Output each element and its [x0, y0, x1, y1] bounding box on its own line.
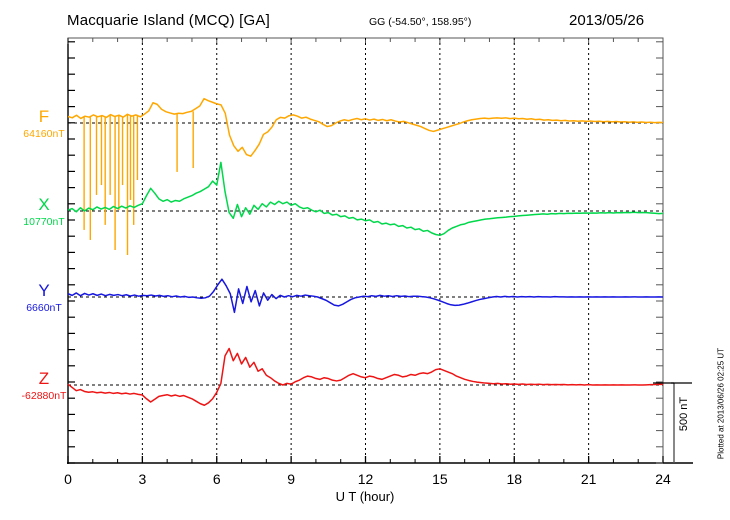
observation-date: 2013/05/26 [569, 12, 645, 29]
component-baseline-f: 64160nT [23, 128, 65, 140]
x-tick-label: 0 [64, 471, 72, 487]
scale-bar-label: 500 nT [678, 396, 690, 432]
x-axis-title: U T (hour) [335, 489, 395, 504]
trace-f [67, 97, 664, 157]
component-letter-x: X [38, 195, 50, 214]
x-tick-label: 3 [138, 471, 147, 487]
component-letter-y: Y [38, 281, 50, 300]
grid-lines [141, 38, 590, 463]
x-tick-label: 15 [432, 471, 448, 487]
x-tick-label: 9 [287, 471, 296, 487]
component-baseline-z: -62880nT [21, 390, 67, 402]
trace-y [67, 278, 664, 314]
x-tick-label: 18 [506, 471, 523, 487]
component-baseline-y: 6660nT [26, 302, 62, 314]
x-tick-label: 12 [357, 471, 374, 487]
x-tick-label: 21 [580, 471, 597, 487]
x-tick-label: 6 [212, 471, 221, 487]
plotted-timestamp: Plotted at 2013/06/26 02:25 UT [716, 347, 726, 460]
trace-x [67, 161, 664, 237]
scale-bar [653, 382, 692, 463]
trace-z [67, 347, 664, 406]
geographic-coordinates: GG (-54.50°, 158.95°) [369, 16, 472, 28]
component-traces [67, 97, 664, 406]
plot-frame [67, 37, 693, 464]
component-letter-f: F [38, 107, 50, 126]
component-baseline-x: 10770nT [23, 216, 65, 228]
x-tick-label: 24 [655, 471, 671, 487]
component-letter-z: Z [38, 369, 50, 388]
page-title: Macquarie Island (MCQ) [GA] [67, 12, 270, 29]
